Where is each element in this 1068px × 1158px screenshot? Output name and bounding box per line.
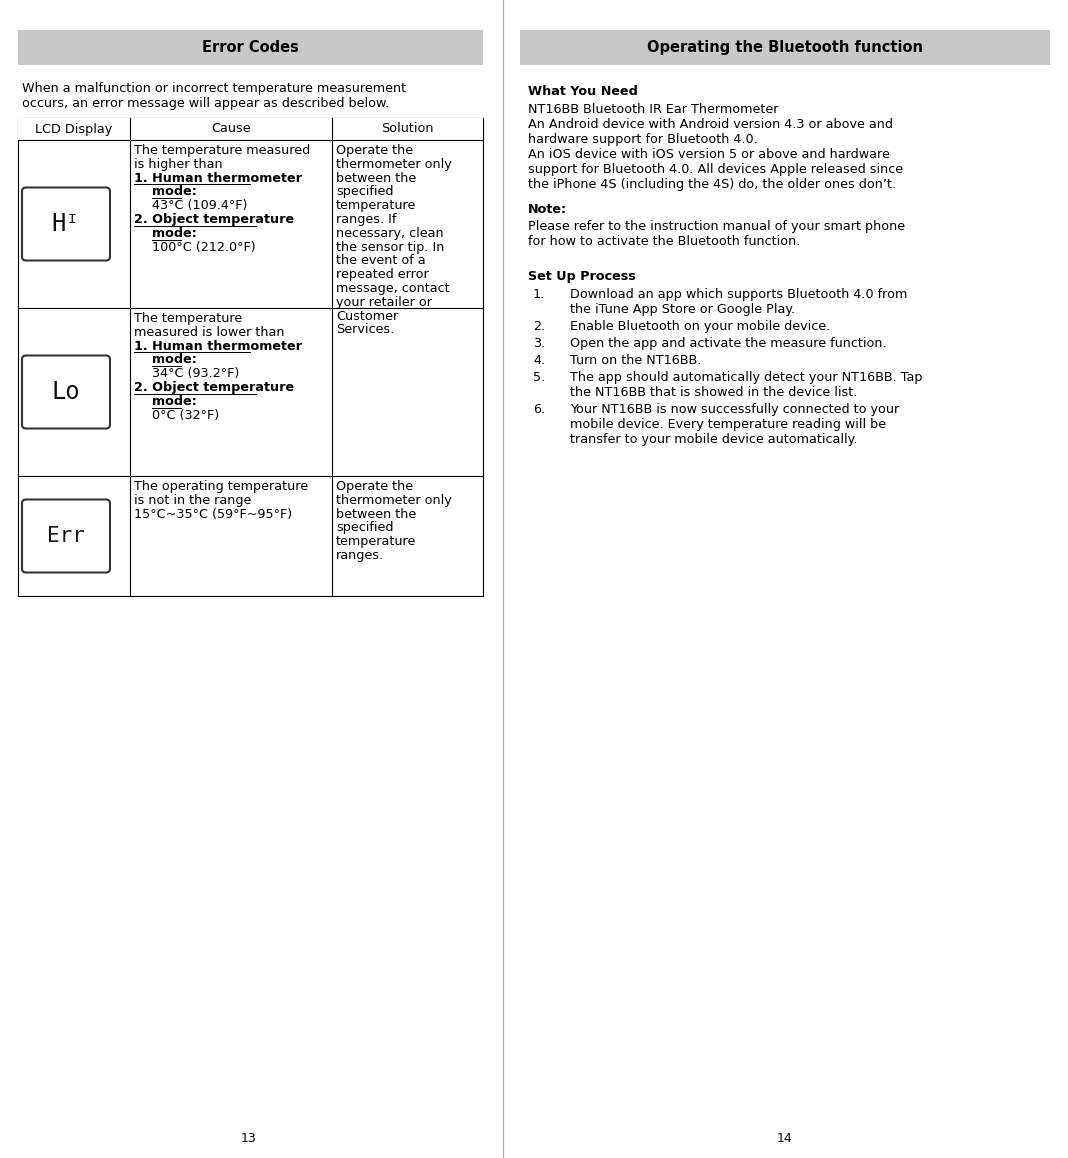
Text: 2. Object temperature: 2. Object temperature	[134, 213, 294, 226]
Text: the event of a: the event of a	[336, 255, 426, 267]
Text: 100°C (212.0°F): 100°C (212.0°F)	[152, 241, 255, 254]
Text: ranges. If: ranges. If	[336, 213, 396, 226]
Text: Lo: Lo	[51, 380, 80, 404]
Text: message, contact: message, contact	[336, 283, 450, 295]
Text: specified: specified	[336, 185, 393, 198]
Text: your retailer or: your retailer or	[336, 295, 431, 309]
Text: Set Up Process: Set Up Process	[528, 270, 635, 283]
Text: The temperature: The temperature	[134, 312, 242, 325]
Text: What You Need: What You Need	[528, 85, 638, 98]
Text: the NT16BB that is showed in the device list.: the NT16BB that is showed in the device …	[570, 386, 858, 400]
Text: mobile device. Every temperature reading will be: mobile device. Every temperature reading…	[570, 418, 886, 431]
Text: support for Bluetooth 4.0. All devices Apple released since: support for Bluetooth 4.0. All devices A…	[528, 163, 904, 176]
Text: repeated error: repeated error	[336, 269, 428, 281]
Text: temperature: temperature	[336, 199, 417, 212]
Text: The operating temperature: The operating temperature	[134, 481, 309, 493]
Text: Services.: Services.	[336, 323, 394, 337]
Text: specified: specified	[336, 521, 393, 534]
Text: 4.: 4.	[533, 354, 545, 367]
Text: Err: Err	[47, 526, 85, 547]
Text: Please refer to the instruction manual of your smart phone: Please refer to the instruction manual o…	[528, 220, 905, 233]
Text: mode:: mode:	[152, 227, 197, 240]
Text: 2. Object temperature: 2. Object temperature	[134, 381, 294, 394]
Text: the sensor tip. In: the sensor tip. In	[336, 241, 444, 254]
Text: Operating the Bluetooth function: Operating the Bluetooth function	[647, 41, 923, 54]
Text: Your NT16BB is now successfully connected to your: Your NT16BB is now successfully connecte…	[570, 403, 899, 416]
Text: 6.: 6.	[533, 403, 545, 416]
Text: between the: between the	[336, 171, 417, 184]
Text: ranges.: ranges.	[336, 549, 384, 562]
Text: 13: 13	[241, 1131, 257, 1144]
Text: An Android device with Android version 4.3 or above and: An Android device with Android version 4…	[528, 118, 893, 131]
Text: Hᴵ: Hᴵ	[51, 212, 80, 236]
Text: 43°C (109.4°F): 43°C (109.4°F)	[152, 199, 248, 212]
Text: Enable Bluetooth on your mobile device.: Enable Bluetooth on your mobile device.	[570, 320, 830, 334]
Text: 0°C (32°F): 0°C (32°F)	[152, 409, 219, 422]
Text: When a malfunction or incorrect temperature measurement: When a malfunction or incorrect temperat…	[22, 82, 406, 95]
Text: The temperature measured: The temperature measured	[134, 144, 310, 157]
Text: NT16BB Bluetooth IR Ear Thermometer: NT16BB Bluetooth IR Ear Thermometer	[528, 103, 779, 116]
Text: Open the app and activate the measure function.: Open the app and activate the measure fu…	[570, 337, 886, 350]
Text: 5.: 5.	[533, 371, 546, 384]
Text: 34°C (93.2°F): 34°C (93.2°F)	[152, 367, 239, 380]
Text: 1. Human thermometer: 1. Human thermometer	[134, 171, 302, 184]
Text: thermometer only: thermometer only	[336, 157, 452, 170]
Text: Cause: Cause	[211, 123, 251, 135]
Text: 15°C~35°C (59°F~95°F): 15°C~35°C (59°F~95°F)	[134, 507, 293, 521]
Text: 14: 14	[778, 1131, 792, 1144]
Text: necessary, clean: necessary, clean	[336, 227, 443, 240]
Text: is not in the range: is not in the range	[134, 493, 251, 507]
Bar	[18, 118, 483, 596]
Text: is higher than: is higher than	[134, 157, 222, 170]
Bar	[18, 30, 483, 65]
Text: Note:: Note:	[528, 203, 567, 217]
Text: thermometer only: thermometer only	[336, 493, 452, 507]
FancyBboxPatch shape	[22, 188, 110, 261]
FancyBboxPatch shape	[22, 356, 110, 428]
Text: hardware support for Bluetooth 4.0.: hardware support for Bluetooth 4.0.	[528, 133, 758, 146]
Text: Error Codes: Error Codes	[202, 41, 299, 54]
Text: 3.: 3.	[533, 337, 546, 350]
Text: transfer to your mobile device automatically.: transfer to your mobile device automatic…	[570, 433, 858, 446]
Text: Customer: Customer	[336, 309, 398, 323]
Text: Turn on the NT16BB.: Turn on the NT16BB.	[570, 354, 702, 367]
Text: Solution: Solution	[381, 123, 434, 135]
Text: An iOS device with iOS version 5 or above and hardware: An iOS device with iOS version 5 or abov…	[528, 148, 890, 161]
Text: for how to activate the Bluetooth function.: for how to activate the Bluetooth functi…	[528, 235, 800, 248]
Bar	[520, 30, 1050, 65]
Text: temperature: temperature	[336, 535, 417, 548]
Text: the iPhone 4S (including the 4S) do, the older ones don’t.: the iPhone 4S (including the 4S) do, the…	[528, 178, 896, 191]
Text: mode:: mode:	[152, 353, 197, 366]
Text: Download an app which supports Bluetooth 4.0 from: Download an app which supports Bluetooth…	[570, 288, 908, 301]
Text: measured is lower than: measured is lower than	[134, 325, 284, 339]
Bar	[18, 118, 483, 140]
Text: between the: between the	[336, 507, 417, 521]
Text: 1.: 1.	[533, 288, 546, 301]
Text: 2.: 2.	[533, 320, 545, 334]
Text: mode:: mode:	[152, 185, 197, 198]
Text: 1. Human thermometer: 1. Human thermometer	[134, 339, 302, 352]
Text: Operate the: Operate the	[336, 481, 413, 493]
Text: Operate the: Operate the	[336, 144, 413, 157]
Text: the iTune App Store or Google Play.: the iTune App Store or Google Play.	[570, 303, 795, 316]
Text: mode:: mode:	[152, 395, 197, 408]
Text: occurs, an error message will appear as described below.: occurs, an error message will appear as …	[22, 97, 390, 110]
Text: LCD Display: LCD Display	[35, 123, 112, 135]
Text: The app should automatically detect your NT16BB. Tap: The app should automatically detect your…	[570, 371, 923, 384]
FancyBboxPatch shape	[22, 499, 110, 572]
